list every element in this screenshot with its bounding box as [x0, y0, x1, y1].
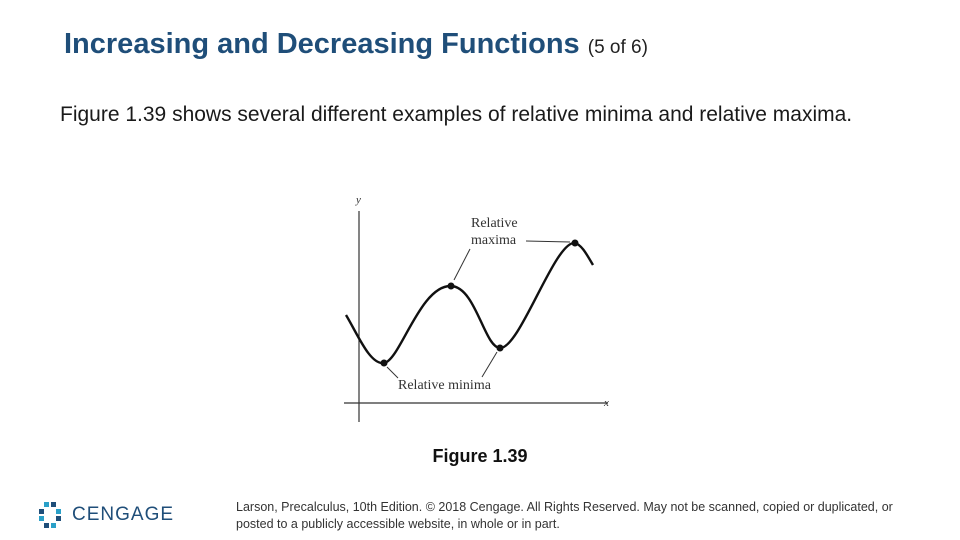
function-graph: y x Relative maxima Relative minima	[344, 194, 609, 422]
figure-1-39: y x Relative maxima Relative minima	[330, 185, 630, 430]
cengage-brand-text: CENGAGE	[72, 504, 175, 525]
x-axis-label: x	[603, 397, 609, 409]
maxima-leader-2	[525, 240, 571, 243]
maxima-label-line2: maxima	[471, 233, 517, 248]
maxima-leader-1	[453, 248, 471, 281]
minima-leader-2	[481, 351, 498, 378]
cengage-logo: CENGAGE	[36, 498, 174, 532]
title-main: Increasing and Decreasing Functions	[64, 28, 580, 60]
y-axis-label: y	[355, 194, 361, 206]
copyright-notice: Larson, Precalculus, 10th Edition. © 201…	[236, 500, 893, 531]
minima-leader-1	[386, 366, 399, 379]
slide-title: Increasing and Decreasing Functions (5 o…	[64, 28, 648, 61]
relative-maximum-point-1	[447, 282, 455, 290]
maxima-label-line1: Relative	[471, 216, 518, 231]
body-text: Figure 1.39 shows several different exam…	[60, 103, 853, 126]
minima-label: Relative minima	[398, 378, 492, 393]
relative-maximum-point-2	[571, 239, 579, 247]
relative-minimum-point-2	[496, 344, 504, 352]
relative-minimum-point-1	[380, 359, 388, 367]
cengage-logo-icon	[39, 502, 61, 528]
function-curve	[344, 241, 595, 365]
figure-caption: Figure 1.39	[432, 446, 528, 466]
title-suffix: (5 of 6)	[587, 37, 648, 58]
